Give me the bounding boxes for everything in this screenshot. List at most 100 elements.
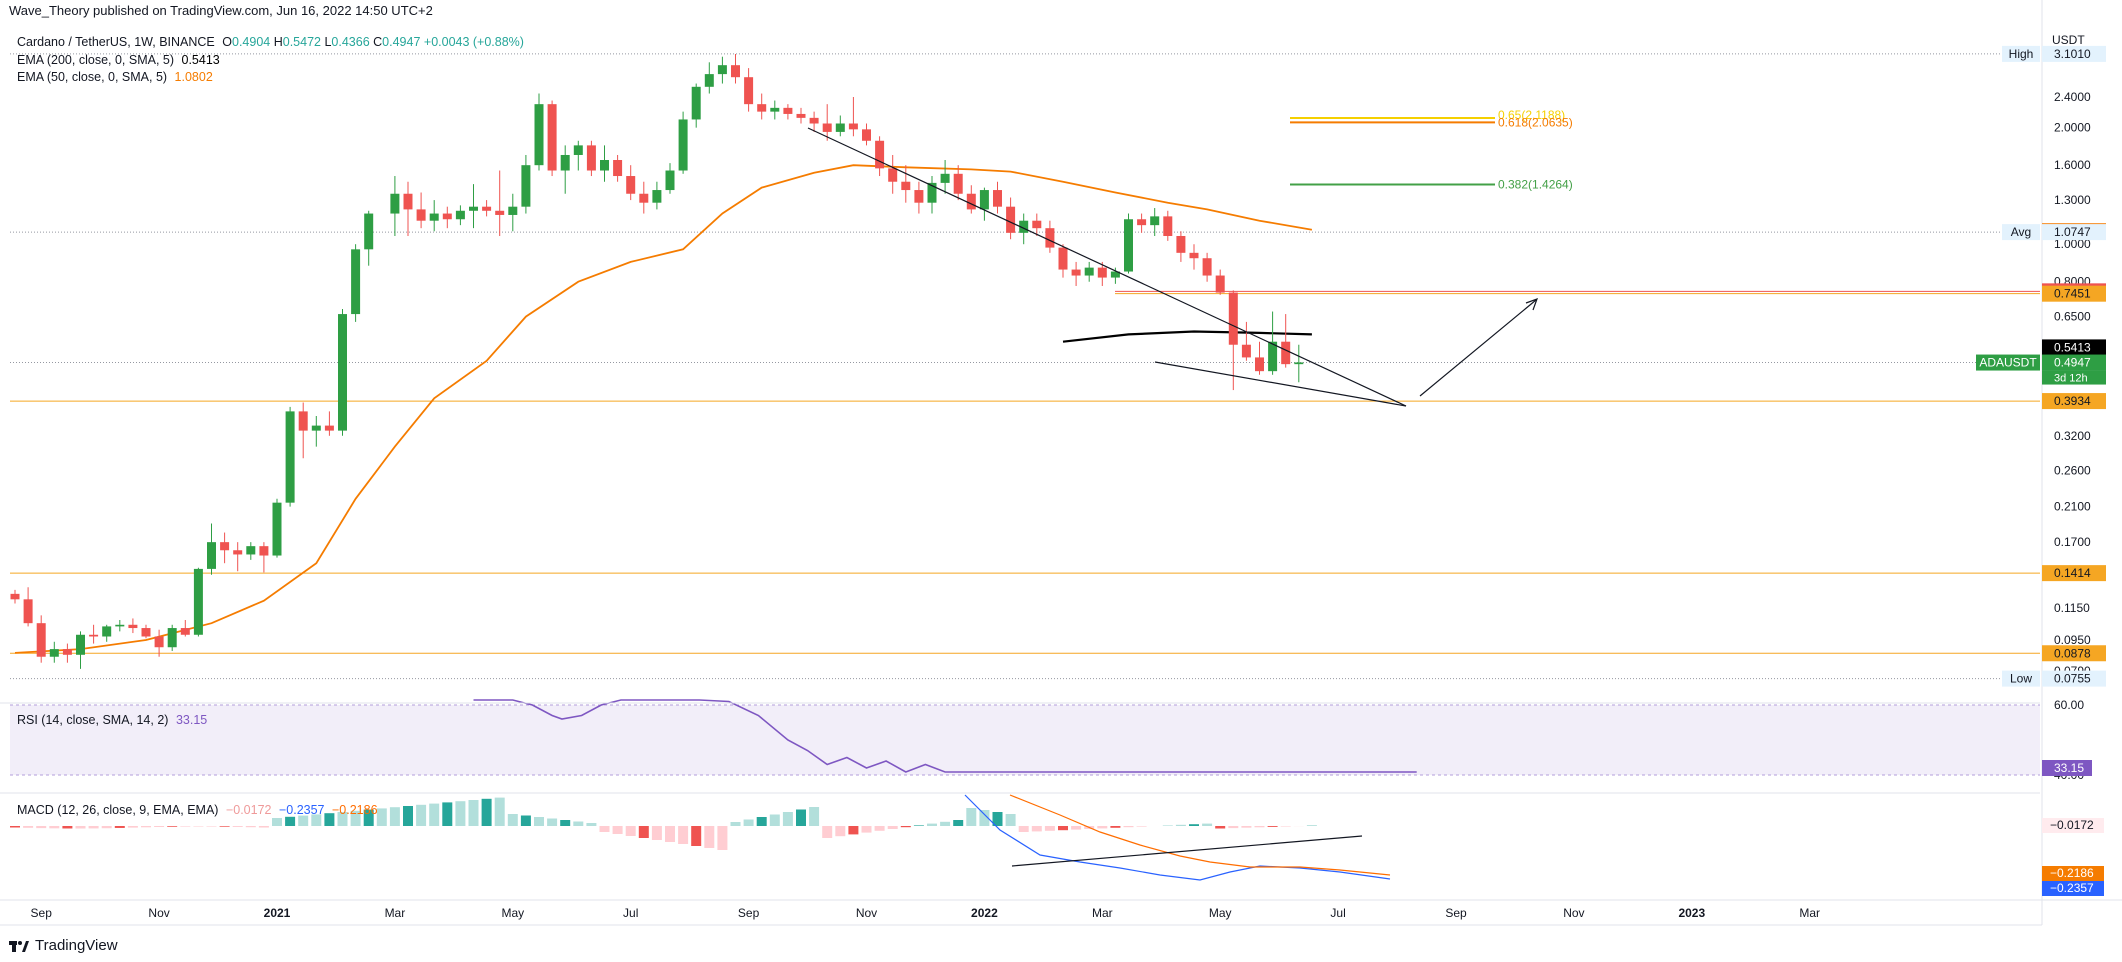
price-tick-label: 1.0000: [2054, 237, 2091, 251]
candle-body: [1294, 362, 1304, 365]
macd-hist-bar: [887, 826, 898, 829]
candle-body: [338, 314, 347, 431]
macd-hist-bar: [1044, 826, 1055, 831]
candle-body: [76, 634, 85, 655]
ema50-legend[interactable]: EMA (50, close, 0, SMA, 5) 1.0802: [17, 70, 213, 84]
price-tag-bg: [2042, 645, 2106, 662]
price-tag-bg: [2042, 45, 2106, 62]
price-tag-bg: [2042, 224, 2106, 241]
macd-tag-label: −0.0172: [2050, 818, 2094, 832]
macd-hist-bar: [547, 818, 558, 826]
candle-body: [1255, 357, 1264, 372]
candle-body: [678, 119, 688, 171]
macd-hist-bar: [442, 802, 453, 826]
price-tag-bg: [2042, 339, 2106, 356]
macd-hist-bar: [507, 814, 518, 826]
rsi-legend[interactable]: RSI (14, close, SMA, 14, 2) 33.15: [17, 713, 207, 727]
time-axis[interactable]: Sep Nov 2021 Mar May Jul Sep Nov 2022 Mar May Jul Se…: [31, 906, 1821, 920]
candle-body: [416, 209, 426, 221]
candle-body: [665, 170, 675, 191]
price-tag-value: 0.7451: [2054, 287, 2091, 301]
candle-body: [1215, 275, 1225, 293]
macd-hist-bar: [599, 826, 610, 832]
candle-body: [180, 628, 190, 635]
macd-axis: −0.0172 −0.2186−0.2357: [2042, 818, 2104, 896]
ema50-path: [14, 164, 1313, 654]
macd-hist-bar: [389, 807, 400, 826]
signal-line: [1009, 794, 1391, 876]
price-tick-label: 0.0950: [2054, 633, 2091, 647]
macd-hist-bar: [337, 812, 348, 826]
horizontal-levels: [10, 290, 2040, 654]
macd-tag-bg: [2042, 866, 2104, 881]
candle-body: [455, 210, 465, 220]
candle-body: [547, 104, 557, 171]
candle-body: [1097, 267, 1107, 278]
candle-body: [966, 193, 976, 210]
macd-hist-bar: [1175, 824, 1186, 826]
open-label: O: [222, 35, 232, 49]
macd-hist-bar: [756, 817, 767, 826]
trendline-top: [807, 127, 1407, 407]
macd-hist-bar: [848, 826, 859, 835]
candle-body: [1084, 267, 1094, 276]
ema50-line: [14, 164, 1313, 654]
candle-body: [167, 628, 177, 648]
candle-body: [364, 213, 374, 250]
macd-hist-bar: [534, 817, 544, 826]
ema200-line: [1062, 330, 1312, 343]
macd-hist-bar: [1267, 826, 1278, 827]
macd-hist-bar: [612, 826, 623, 834]
tradingview-logo[interactable]: TradingView: [9, 937, 118, 954]
macd-hist-bar: [586, 823, 597, 826]
close-value: 0.4947: [382, 35, 421, 49]
candle-body: [49, 649, 59, 657]
macd-hist-bar: [992, 812, 1003, 826]
time-tick-label: Jul: [1330, 906, 1345, 920]
candle-body: [220, 542, 230, 551]
price-tick-label: 0.6500: [2054, 310, 2091, 324]
price-tag-value: 0.0755: [2054, 672, 2091, 686]
candle-body: [940, 173, 950, 183]
macd-hist-bar: [141, 826, 151, 828]
change-value: +0.0043 (+0.88%): [423, 35, 524, 49]
price-axis-unit: USDT: [2052, 33, 2085, 47]
candle-body: [1150, 216, 1160, 226]
candle-body: [639, 193, 649, 203]
candle-body: [600, 160, 609, 171]
macd-hist-bar: [691, 826, 702, 846]
price-tick-label: 2.0000: [2054, 121, 2091, 135]
candle-body: [259, 546, 269, 556]
candle-body: [10, 593, 20, 600]
candle-body: [731, 65, 740, 78]
candle-body: [875, 140, 885, 169]
price-tick-label: 0.2100: [2054, 500, 2091, 514]
ema200-legend[interactable]: EMA (200, close, 0, SMA, 5) 0.5413: [17, 53, 220, 67]
price-tick-label: 0.1700: [2054, 535, 2091, 549]
macd-hist-bar: [717, 826, 728, 850]
macd-hist-bar: [75, 826, 86, 829]
candle-body: [128, 624, 138, 629]
macd-line: [964, 794, 1391, 881]
candle-body: [1137, 219, 1147, 226]
candle-body: [89, 634, 99, 637]
candle-body: [835, 123, 845, 132]
symbol-legend[interactable]: Cardano / TetherUS, 1W, BINANCE O0.4904 …: [17, 35, 524, 49]
macd-legend[interactable]: MACD (12, 26, close, 9, EMA, EMA) −0.017…: [17, 803, 378, 817]
candle-body: [1032, 220, 1042, 229]
time-tick-label: Sep: [738, 906, 760, 920]
candle-body: [993, 190, 1002, 207]
candle-body: [1202, 258, 1212, 276]
candle-body: [1071, 269, 1081, 276]
time-tick-label: Nov: [148, 906, 169, 920]
candle-body: [770, 107, 780, 112]
candle-body: [914, 190, 924, 203]
macd-hist-bar: [704, 826, 715, 848]
macd-hist-bar: [206, 826, 217, 827]
macd-hist-bar: [1031, 826, 1042, 832]
price-tick-label: 1.6000: [2054, 158, 2091, 172]
macd-hist-bar: [1071, 826, 1082, 830]
candle-body: [207, 542, 216, 569]
macd-hist-bar: [298, 815, 309, 826]
